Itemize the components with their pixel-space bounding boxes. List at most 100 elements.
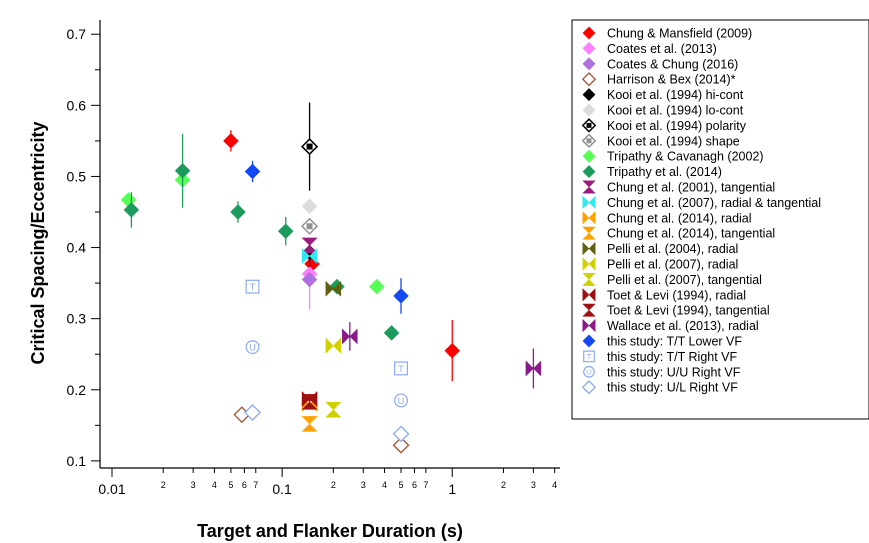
x-tick-label: 2 [501,480,506,490]
legend-label: this study: T/T Right VF [607,350,738,364]
legend-item: Kooi et al. (1994) polarity [581,118,747,133]
data-point [244,160,261,183]
point-marker [582,303,596,317]
point-marker [383,325,400,341]
x-tick-label: 7 [253,480,258,490]
legend-label: this study: U/L Right VF [607,381,738,395]
point-marker [244,163,261,180]
point-marker-dot [586,138,592,144]
data-point [301,271,318,288]
point-marker [325,401,342,418]
point-marker [582,287,596,302]
point-marker [392,425,410,443]
y-tick-label: 0.5 [67,168,87,184]
legend-label: Kooi et al. (1994) shape [607,134,740,148]
legend-label: Chung et al. (2001), tangential [607,181,775,195]
point-marker [582,57,596,71]
legend-item: Pelli et al. (2007), radial [582,257,738,272]
data-point: U [245,340,260,355]
series-17 [325,401,342,418]
series-4 [233,406,410,454]
legend-label: Chung et al. (2014), radial [607,211,752,225]
data-point [230,201,246,223]
data-point [301,416,318,432]
series-3 [301,271,318,288]
point-marker [525,360,542,377]
x-tick-label: 2 [331,480,336,490]
legend-item: Wallace et al. (2013), radial [582,318,759,333]
data-point: T [394,361,409,376]
data-point: T [245,279,260,294]
legend-label: Pelli et al. (2007), tangential [607,273,762,287]
legend-label: Coates et al. (2013) [607,42,717,56]
point-marker-letter: U [586,368,592,377]
point-marker [583,350,595,363]
legend-item: this study: U/L Right VF [581,380,738,395]
legend-label: Wallace et al. (2013), radial [607,319,759,333]
x-tick-label: 5 [228,480,233,490]
x-tick-label: 6 [412,480,417,490]
data-point [368,278,385,295]
legend-item: Coates et al. (2013) [582,41,717,56]
legend-label: Pelli et al. (2007), radial [607,258,738,272]
legend-item: Chung & Mansfield (2009) [582,26,752,41]
point-marker [244,404,261,421]
legend-label: Harrison & Bex (2014)* [607,73,736,87]
point-marker [582,41,596,55]
data-point [301,198,318,215]
point-marker [582,334,596,348]
legend-label: Chung et al. (2014), tangential [607,227,775,241]
point-marker [277,223,294,240]
data-point: U [394,393,409,408]
legend-item: Chung et al. (2001), tangential [582,181,775,195]
point-marker [368,278,385,295]
point-marker-dot [586,122,592,128]
legend-item: Coates & Chung (2016) [582,57,738,71]
legend-item: Chung et al. (2014), radial [582,210,752,225]
point-marker [245,279,260,294]
data-point [301,217,319,235]
series-14 [301,416,318,432]
point-marker-letter: T [398,364,404,374]
x-axis-title: Target and Flanker Duration (s) [197,521,463,541]
point-marker [174,162,191,179]
legend-item: Kooi et al. (1994) hi-cont [582,88,744,102]
legend-label: Toet & Levi (1994), radial [607,288,746,302]
data-point [393,278,409,314]
series-19 [301,394,318,410]
point-marker [394,361,409,376]
point-marker [581,380,597,395]
legend-label: Tripathy et al. (2014) [607,165,722,179]
data-point [123,192,140,228]
point-marker [230,204,246,220]
data-point [325,401,342,418]
series-22: TT [245,279,409,376]
x-tick-label: 4 [382,480,387,490]
x-tick-label: 4 [552,480,557,490]
legend-item: Toet & Levi (1994), tangential [582,303,770,318]
series-23: UU [245,340,409,408]
point-marker [123,202,140,218]
legend-box [571,19,869,420]
plot-area: 0.01 2 3 4 5 6 7 0.1 2 3 4 5 6 7 1 2 3 40.10.20.30.40.50.… [67,20,560,497]
legend-item: Chung et al. (2007), radial & tangential [582,195,821,210]
legend-item: this study: T/T Lower VF [582,334,742,349]
point-marker [325,280,342,297]
legend-label: this study: U/U Right VF [607,365,741,379]
point-marker [342,328,358,345]
point-marker [393,288,409,304]
y-axis-title: Critical Spacing/Eccentricity [28,121,48,364]
series-15 [325,280,342,297]
legend-item: Tripathy & Cavanagh (2002) [582,149,764,164]
data-point [301,247,318,265]
x-tick-label: 4 [212,480,217,490]
point-marker [582,149,596,163]
legend-item: Pelli et al. (2007), tangential [582,273,762,287]
y-tick-label: 0.4 [67,240,87,256]
y-tick-label: 0.1 [67,453,87,469]
y-tick-label: 0.6 [67,97,87,113]
point-marker [392,436,410,454]
legend-label: Toet & Levi (1994), tangential [607,304,770,318]
legend-label: Tripathy & Cavanagh (2002) [607,150,764,164]
